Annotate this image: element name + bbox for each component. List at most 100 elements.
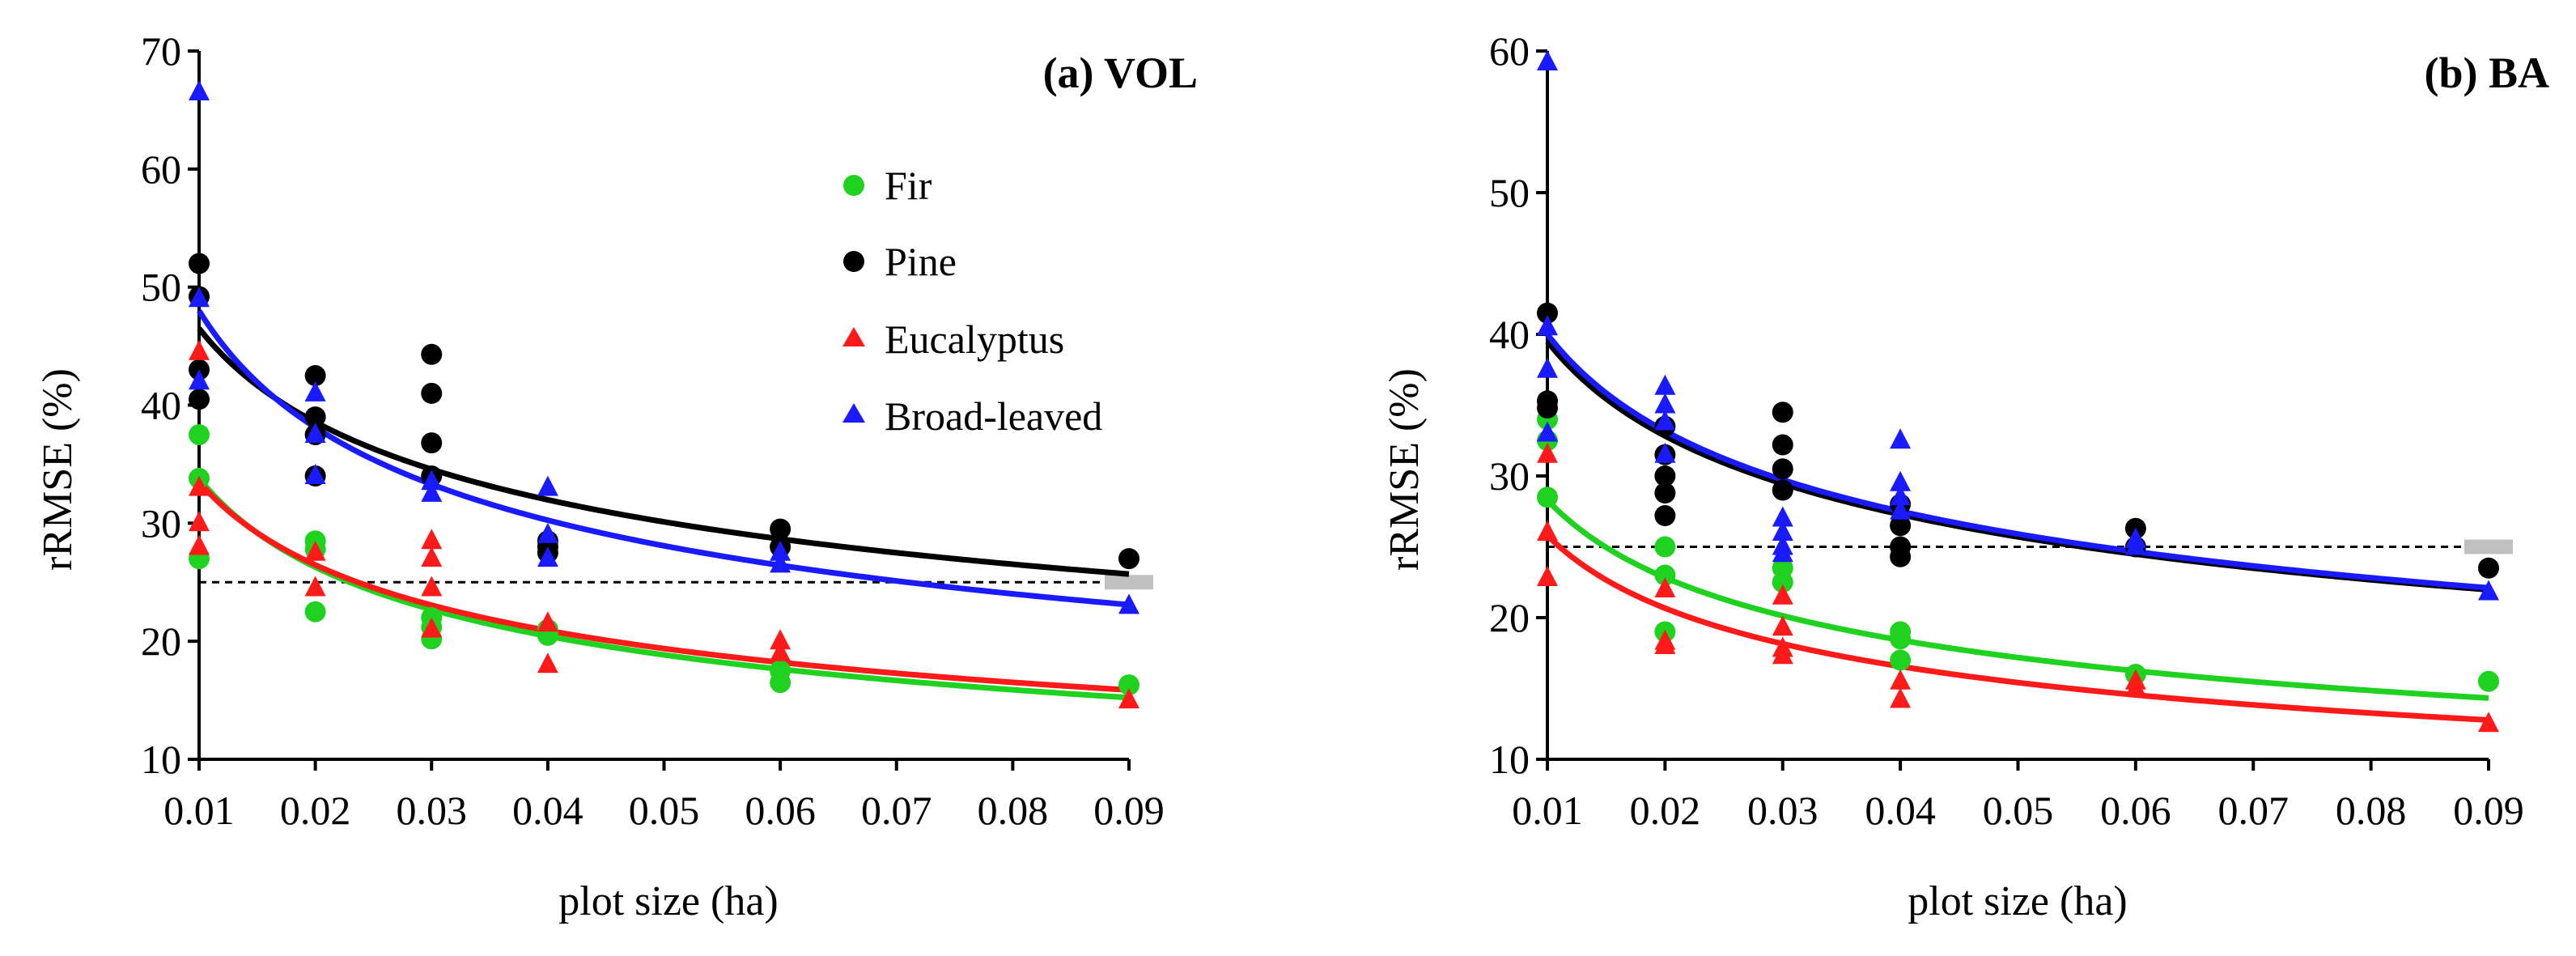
point-eucalyptus-ba	[1772, 644, 1793, 665]
y-tick-label-ba: 50	[1489, 170, 1530, 215]
point-fir-vol	[304, 601, 326, 622]
panel-vol: (a) VOL plot size (ha) rRMSE (%) 10 20 30 4…	[35, 28, 1198, 924]
point-broad-leaved-vol	[1118, 593, 1139, 614]
y-tick-label-ba: 20	[1489, 595, 1530, 640]
point-broad-leaved-vol	[537, 475, 558, 496]
point-fir-vol	[770, 672, 791, 694]
x-tick-label-ba: 0.09	[2453, 788, 2524, 833]
legend-label-eucalyptus: Eucalyptus	[885, 317, 1064, 362]
legend-item-pine: Pine	[843, 239, 957, 284]
point-broad-leaved-vol	[537, 546, 558, 567]
point-broad-leaved-ba	[1537, 50, 1558, 70]
point-eucalyptus-ba	[1537, 442, 1558, 463]
point-broad-leaved-vol	[189, 80, 210, 100]
point-fir-ba	[1772, 571, 1793, 593]
point-fir-ba	[1654, 564, 1676, 586]
point-eucalyptus-vol	[421, 529, 443, 550]
y-tick-label-ba: 60	[1489, 28, 1530, 74]
point-eucalyptus-vol	[304, 576, 326, 597]
point-broad-leaved-vol	[770, 540, 791, 561]
point-pine-ba	[1890, 546, 1912, 567]
point-eucalyptus-vol	[189, 534, 210, 555]
x-tick-label-vol: 0.08	[978, 788, 1049, 833]
x-tick-label-ba: 0.07	[2218, 788, 2290, 833]
x-tick-label-vol: 0.06	[745, 788, 816, 833]
point-pine-vol	[421, 382, 443, 404]
point-pine-ba	[2478, 557, 2499, 579]
point-eucalyptus-ba	[2124, 676, 2146, 697]
point-broad-leaved-vol	[537, 522, 558, 543]
point-eucalyptus-ba	[1537, 520, 1558, 541]
point-broad-leaved-ba	[1537, 357, 1558, 378]
point-pine-vol	[421, 432, 443, 454]
legend-item-eucalyptus: Eucalyptus	[842, 317, 1064, 362]
trend-line-eucalyptus-ba	[1545, 533, 2489, 723]
x-axis-label-ba: plot size (ha)	[1908, 878, 2127, 924]
x-tick-label-ba: 0.04	[1865, 788, 1936, 833]
point-fir-ba	[2478, 670, 2499, 692]
point-pine-ba	[1537, 397, 1558, 419]
point-pine-ba	[1890, 515, 1912, 537]
point-fir-vol	[1118, 674, 1139, 696]
point-broad-leaved-ba	[1654, 393, 1676, 414]
point-pine-vol	[304, 406, 326, 428]
point-broad-leaved-ba	[1890, 499, 1912, 520]
y-axis-label-vol: rRMSE (%)	[35, 368, 81, 571]
point-broad-leaved-vol	[304, 423, 326, 443]
point-pine-ba	[1772, 458, 1793, 480]
point-eucalyptus-vol	[189, 339, 210, 360]
point-broad-leaved-ba	[1772, 506, 1793, 527]
reference-line-marker-ba	[2464, 539, 2513, 554]
y-tick-label-vol: 40	[141, 383, 181, 428]
point-fir-ba	[1890, 649, 1912, 671]
point-broad-leaved-vol	[189, 287, 210, 308]
point-fir-ba	[1654, 536, 1676, 558]
x-tick-label-vol: 0.07	[861, 788, 932, 833]
point-eucalyptus-ba	[2478, 712, 2499, 733]
legend-label-fir: Fir	[885, 163, 932, 208]
legend-label-broad-leaved: Broad-leaved	[885, 393, 1102, 439]
panel-ba: (b) BA plot size (ha) rRMSE (%) 10 20 30 40…	[1381, 28, 2549, 924]
point-pine-ba	[1772, 402, 1793, 423]
point-eucalyptus-ba	[1890, 669, 1912, 690]
x-tick-label-ba: 0.02	[1630, 788, 1701, 833]
y-axis-label-ba: rRMSE (%)	[1381, 368, 1428, 571]
point-broad-leaved-ba	[1890, 470, 1912, 491]
point-broad-leaved-vol	[421, 470, 443, 491]
y-tick-label-ba: 30	[1489, 453, 1530, 499]
point-pine-vol	[189, 389, 210, 410]
point-eucalyptus-ba	[1772, 584, 1793, 605]
point-fir-ba	[1890, 628, 1912, 650]
legend-label-pine: Pine	[885, 239, 957, 284]
point-pine-vol	[421, 343, 443, 365]
point-broad-leaved-vol	[304, 464, 326, 484]
point-broad-leaved-ba	[1772, 542, 1793, 563]
trend-line-broad-leaved-vol	[197, 308, 1130, 608]
legend: Fir Pine Eucalyptus Broad-leaved	[842, 163, 1102, 439]
x-tick-label-ba: 0.05	[1983, 788, 2054, 833]
reference-line-marker-vol	[1105, 575, 1153, 590]
panel-title-ba: (b) BA	[2424, 49, 2549, 97]
trend-line-broad-leaved-ba	[1545, 332, 2489, 591]
trend-line-pine-vol	[197, 326, 1130, 577]
point-eucalyptus-ba	[1537, 566, 1558, 586]
trend-line-fir-vol	[197, 476, 1130, 701]
legend-marker-pine	[843, 251, 864, 272]
y-tick-label-vol: 70	[141, 28, 181, 74]
point-broad-leaved-ba	[1537, 315, 1558, 336]
point-pine-vol	[189, 253, 210, 274]
point-eucalyptus-vol	[537, 611, 558, 632]
point-broad-leaved-vol	[304, 380, 326, 402]
y-tick-label-vol: 60	[141, 147, 181, 192]
point-broad-leaved-ba	[1537, 421, 1558, 442]
x-tick-label-ba: 0.03	[1747, 788, 1818, 833]
point-pine-ba	[1654, 482, 1676, 503]
y-tick-label-ba: 10	[1489, 737, 1530, 782]
point-pine-vol	[770, 518, 791, 540]
point-pine-ba	[1537, 302, 1558, 324]
point-eucalyptus-ba	[1890, 687, 1912, 708]
legend-marker-fir	[843, 175, 864, 196]
legend-item-broad-leaved: Broad-leaved	[842, 393, 1102, 439]
y-tick-label-ba: 40	[1489, 312, 1530, 357]
point-broad-leaved-vol	[421, 481, 443, 502]
